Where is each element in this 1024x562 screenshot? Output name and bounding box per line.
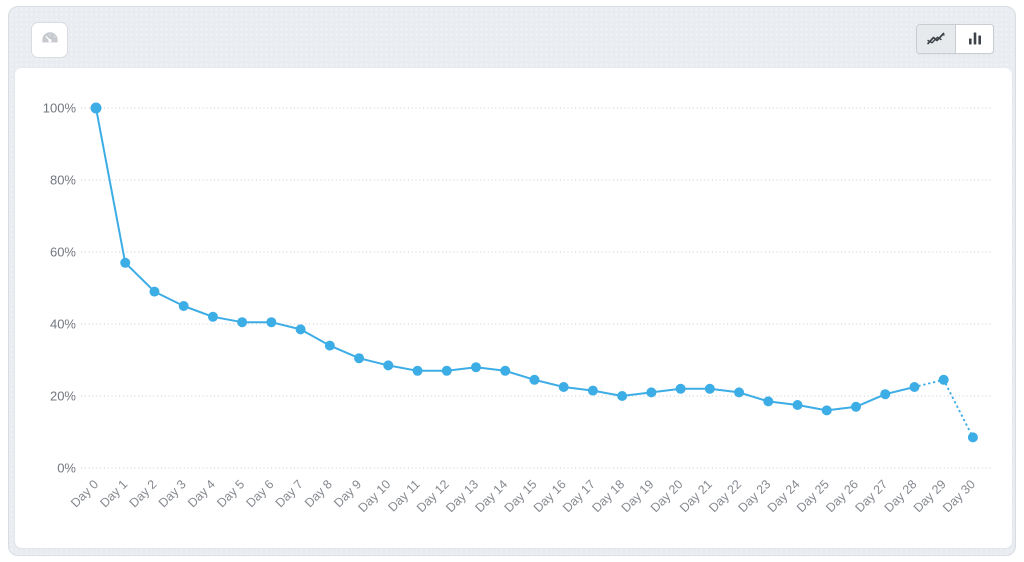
data-point[interactable] [441, 365, 452, 376]
data-point[interactable] [149, 286, 160, 297]
data-point[interactable] [90, 102, 102, 114]
data-point[interactable] [792, 400, 803, 410]
y-axis-tick-label: 20% [50, 389, 76, 404]
data-point[interactable] [558, 382, 569, 392]
x-axis-tick-label: Day 3 [156, 477, 189, 510]
x-axis-tick-label: Day 7 [273, 477, 306, 510]
y-axis-tick-label: 40% [50, 317, 76, 332]
line-chart-toggle-button[interactable] [917, 25, 955, 53]
x-axis-tick-label: Day 8 [302, 477, 335, 510]
dashboard-button[interactable] [31, 22, 68, 58]
bar-chart-icon [966, 29, 984, 50]
data-point[interactable] [646, 387, 657, 398]
data-point[interactable] [617, 391, 628, 401]
x-axis-tick-label: Day 1 [97, 477, 130, 510]
x-axis-tick-label: Day 5 [214, 477, 247, 510]
y-axis-tick-label: 100% [43, 101, 77, 116]
x-axis-tick-label: Day 10 [356, 477, 394, 515]
y-axis-tick-label: 60% [50, 245, 76, 260]
data-point[interactable] [120, 257, 131, 268]
data-point[interactable] [880, 389, 891, 400]
data-point[interactable] [237, 317, 248, 328]
data-point[interactable] [295, 324, 306, 335]
x-axis-tick-label: Day 6 [244, 477, 277, 510]
x-axis-tick-label: Day 0 [68, 477, 101, 510]
data-point[interactable] [938, 374, 949, 385]
x-axis-tick-label: Day 30 [940, 477, 978, 515]
chart-type-toggle [916, 24, 994, 54]
retention-line [95, 107, 915, 412]
data-point[interactable] [470, 362, 481, 373]
data-point[interactable] [967, 432, 978, 443]
retention-line-projection [913, 378, 974, 439]
data-point[interactable] [763, 396, 774, 407]
data-point[interactable] [821, 405, 832, 416]
x-axis-tick-label: Day 4 [185, 477, 218, 510]
data-point[interactable] [587, 385, 598, 396]
x-axis-tick-label: Day 2 [127, 477, 160, 510]
y-axis-tick-label: 80% [50, 173, 76, 188]
data-point[interactable] [324, 340, 335, 351]
gauge-icon [40, 29, 60, 52]
data-point[interactable] [207, 311, 218, 322]
data-point[interactable] [734, 387, 745, 398]
data-point[interactable] [266, 317, 277, 328]
data-point[interactable] [354, 353, 365, 364]
toolbar [9, 7, 1015, 67]
data-point[interactable] [383, 360, 394, 371]
line-chart-icon [925, 29, 947, 50]
y-axis-tick-label: 0% [57, 461, 76, 476]
data-point[interactable] [412, 365, 423, 376]
data-point[interactable] [178, 301, 189, 311]
data-point[interactable] [675, 383, 686, 394]
data-point[interactable] [704, 383, 715, 394]
data-point[interactable] [529, 374, 540, 385]
analytics-widget: 0% 20% 40% 60% 80% 100% Day 0 Day 1 Day 2 Day 3 Da… [8, 6, 1016, 556]
chart-panel: 0% 20% 40% 60% 80% 100% Day 0 Day 1 Day 2 Day 3 Da… [15, 68, 1012, 548]
data-point[interactable] [500, 365, 511, 376]
bar-chart-toggle-button[interactable] [955, 25, 993, 53]
data-point[interactable] [909, 382, 920, 392]
data-point[interactable] [850, 401, 861, 412]
